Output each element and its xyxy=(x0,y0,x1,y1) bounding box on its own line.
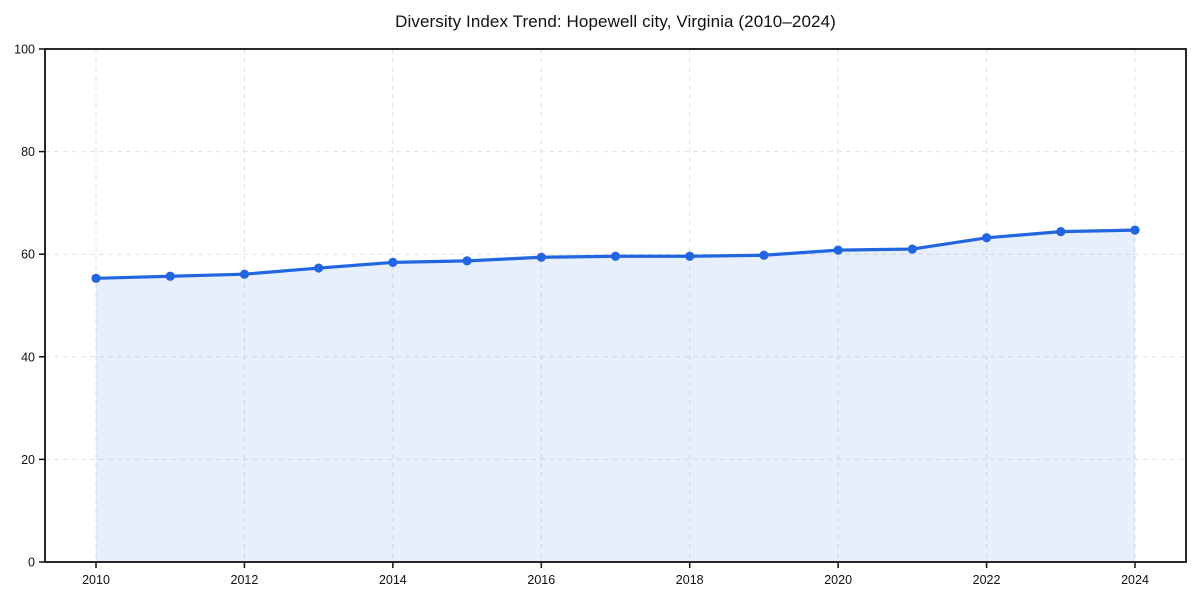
x-tick-label: 2014 xyxy=(379,573,407,587)
y-tick-label: 40 xyxy=(21,350,35,364)
data-point xyxy=(833,245,843,255)
data-point xyxy=(91,273,101,283)
data-points xyxy=(91,225,1140,283)
data-point xyxy=(759,250,769,260)
x-axis-labels: 2010 2012 2014 2016 2018 2020 2022 2024 xyxy=(82,573,1149,587)
data-point xyxy=(536,252,546,262)
data-point xyxy=(1056,227,1066,237)
x-tick-label: 2024 xyxy=(1121,573,1149,587)
data-point xyxy=(165,271,175,281)
x-tick-label: 2010 xyxy=(82,573,110,587)
area-fill xyxy=(96,230,1135,563)
data-point xyxy=(610,251,621,261)
data-point xyxy=(685,251,695,261)
y-tick-label: 100 xyxy=(14,43,35,57)
y-axis-labels: 0 20 40 60 80 100 xyxy=(14,43,35,570)
x-tick-label: 2012 xyxy=(231,573,259,587)
data-point xyxy=(388,257,398,268)
data-point xyxy=(314,263,324,273)
y-tick-label: 0 xyxy=(28,556,35,570)
y-tick-label: 60 xyxy=(21,248,35,262)
x-tick-label: 2016 xyxy=(527,573,555,587)
data-point xyxy=(907,244,917,254)
chart-title: Diversity Index Trend: Hopewell city, Vi… xyxy=(395,12,836,31)
x-tick-label: 2018 xyxy=(676,573,704,587)
y-tick-label: 80 xyxy=(21,145,35,159)
axis-ticks xyxy=(39,48,1136,568)
x-tick-label: 2020 xyxy=(824,573,852,587)
data-point xyxy=(239,269,250,279)
plot-border xyxy=(44,48,1187,563)
data-point xyxy=(462,256,472,266)
y-tick-label: 20 xyxy=(21,453,35,467)
data-point xyxy=(1130,225,1140,235)
x-tick-label: 2022 xyxy=(973,573,1001,587)
data-point xyxy=(981,233,992,243)
